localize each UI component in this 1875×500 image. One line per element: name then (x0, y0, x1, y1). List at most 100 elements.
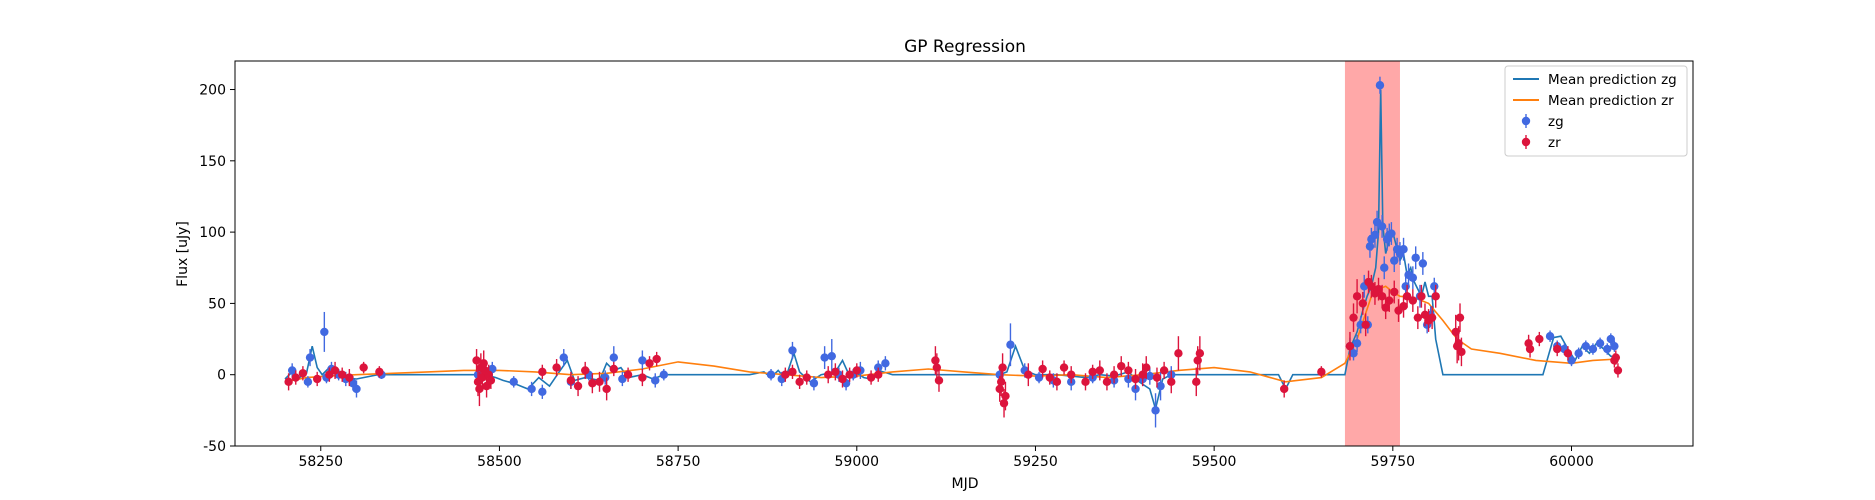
data-point (827, 351, 836, 361)
data-point (1430, 282, 1439, 291)
data-point (1167, 377, 1176, 387)
data-point (1352, 339, 1362, 348)
data-point (645, 359, 654, 368)
data-point (788, 346, 797, 355)
data-point (352, 384, 361, 394)
data-point (325, 370, 334, 379)
chart-title: GP Regression (904, 37, 1026, 57)
y-tick-label: 50 (208, 296, 226, 312)
data-point (338, 370, 347, 379)
data-point (1610, 341, 1619, 351)
y-tick-label: 0 (217, 368, 226, 384)
data-point (795, 377, 804, 387)
x-tick-label: 59500 (1192, 454, 1237, 470)
legend-label: Mean prediction zg (1548, 72, 1677, 88)
data-point (874, 363, 883, 372)
data-point (595, 377, 604, 387)
data-point (1345, 341, 1355, 351)
data-point (1411, 253, 1420, 262)
data-point (1317, 367, 1326, 377)
highlight-region (1344, 61, 1400, 446)
data-point (566, 376, 576, 385)
data-point (1001, 391, 1010, 401)
data-point (1045, 373, 1054, 382)
data-point (1545, 332, 1555, 341)
data-point (1611, 353, 1621, 362)
data-point (1606, 334, 1616, 344)
data-point (1385, 296, 1394, 305)
data-point (1151, 406, 1160, 415)
data-point (538, 367, 547, 377)
data-point (1349, 349, 1358, 358)
data-point (618, 374, 627, 384)
data-point (1102, 377, 1112, 387)
data-point (538, 387, 547, 397)
y-tick-label: 100 (199, 225, 226, 241)
data-point (1367, 282, 1376, 291)
data-point (479, 359, 488, 368)
data-point (1193, 356, 1202, 365)
x-tick-label: 58250 (298, 454, 343, 470)
legend-item: Mean prediction zr (1513, 93, 1674, 109)
data-point (1095, 366, 1104, 375)
data-point (1454, 339, 1463, 348)
data-point (1059, 363, 1069, 372)
data-point (824, 370, 833, 379)
data-point (486, 376, 496, 385)
data-point (345, 373, 354, 382)
data-point (999, 399, 1009, 408)
data-point (472, 356, 481, 365)
data-point (1390, 256, 1399, 265)
x-tick-label: 59250 (1013, 454, 1058, 470)
x-tick-label: 58500 (477, 454, 522, 470)
y-tick-label: 150 (199, 154, 226, 170)
y-tick-label: -50 (203, 439, 226, 455)
data-point (1088, 367, 1097, 377)
legend-label: zr (1548, 135, 1561, 151)
data-point (1352, 292, 1362, 301)
data-point (581, 366, 590, 375)
x-tick-label: 60000 (1549, 454, 1594, 470)
data-point (312, 374, 322, 384)
data-point (1159, 366, 1169, 375)
data-point (1370, 230, 1380, 240)
data-point (1109, 370, 1119, 379)
data-point (359, 363, 368, 372)
data-point (1525, 344, 1535, 354)
data-point (298, 369, 308, 378)
data-point (1377, 222, 1387, 231)
data-point (866, 373, 876, 382)
data-point (303, 377, 313, 387)
data-point (1408, 296, 1418, 305)
data-point (1402, 292, 1412, 301)
data-point (1455, 313, 1465, 322)
data-point (1413, 313, 1423, 322)
data-point (609, 364, 618, 374)
plot-frame (234, 60, 1694, 447)
data-point (638, 373, 647, 382)
data-point (934, 376, 944, 385)
data-point (287, 366, 297, 375)
series-points-zr (284, 270, 1623, 418)
data-point (1038, 364, 1047, 374)
data-point (1349, 313, 1358, 322)
data-point (845, 370, 854, 379)
data-point (1081, 377, 1090, 387)
data-point (1174, 349, 1183, 358)
data-point (1613, 366, 1623, 375)
data-point (766, 370, 776, 379)
data-point (1563, 349, 1573, 358)
data-point (1417, 292, 1426, 301)
data-point (509, 377, 518, 387)
data-point (330, 366, 340, 375)
data-point (1279, 384, 1289, 394)
data-point (652, 354, 661, 364)
data-point (852, 366, 861, 375)
legend-label: Mean prediction zr (1548, 93, 1674, 109)
data-point (1427, 313, 1437, 322)
data-point (831, 367, 840, 377)
legend-marker-swatch (1521, 116, 1531, 126)
data-point (602, 384, 611, 394)
data-point (1431, 292, 1440, 301)
